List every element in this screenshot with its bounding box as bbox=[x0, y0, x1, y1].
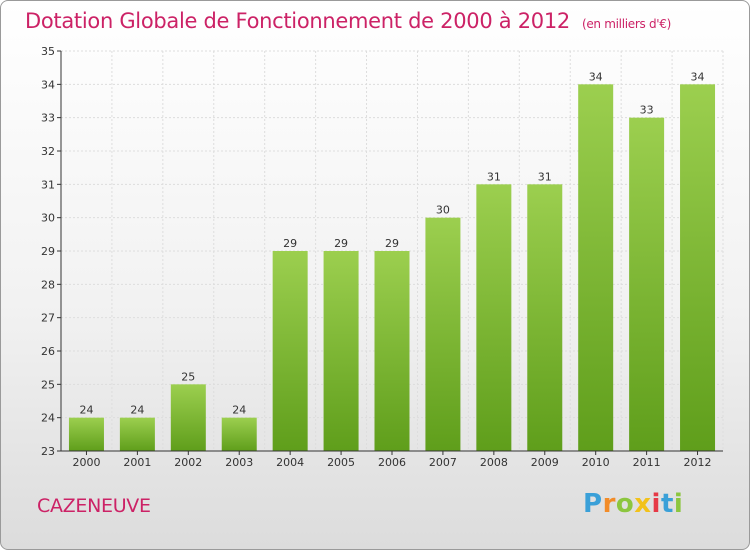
x-tick-label: 2001 bbox=[123, 456, 151, 469]
bar bbox=[425, 217, 461, 451]
x-tick-label: 2009 bbox=[531, 456, 559, 469]
data-label: 29 bbox=[334, 237, 348, 250]
y-tick-label: 28 bbox=[41, 278, 55, 291]
x-tick-label: 2006 bbox=[378, 456, 406, 469]
data-label: 30 bbox=[436, 204, 450, 217]
bar bbox=[527, 184, 563, 452]
logo-letter: o bbox=[615, 489, 635, 519]
x-tick-label: 2005 bbox=[327, 456, 355, 469]
logo-letter: t bbox=[660, 489, 674, 519]
bar bbox=[374, 251, 410, 451]
bar bbox=[629, 117, 665, 452]
chart-title-block: Dotation Globale de Fonctionnement de 20… bbox=[25, 9, 671, 33]
y-tick-label: 24 bbox=[41, 412, 55, 425]
data-label: 34 bbox=[691, 70, 705, 83]
data-label: 31 bbox=[538, 170, 552, 183]
bar bbox=[578, 84, 614, 451]
bar bbox=[119, 417, 155, 451]
bar bbox=[272, 251, 308, 451]
data-label: 33 bbox=[640, 104, 654, 117]
axes: 23 24 25 26 27 28 29 30 31 32 33 34 35 2000 2001 2002 20… bbox=[41, 45, 723, 469]
x-tick-label: 2008 bbox=[480, 456, 508, 469]
x-tick-label: 2011 bbox=[633, 456, 661, 469]
bar bbox=[68, 417, 104, 451]
x-tick-label: 2002 bbox=[174, 456, 202, 469]
town-name: CAZENEUVE bbox=[37, 495, 151, 517]
x-tick-label: 2004 bbox=[276, 456, 304, 469]
y-tick-label: 29 bbox=[41, 245, 55, 258]
y-tick-label: 33 bbox=[41, 112, 55, 125]
bar bbox=[170, 384, 206, 451]
data-label: 31 bbox=[487, 170, 501, 183]
bar-chart: 23 24 25 26 27 28 29 30 31 32 33 34 35 2000 2001 2002 20… bbox=[41, 45, 724, 469]
proxiti-logo: Proxiti bbox=[583, 489, 683, 519]
bar bbox=[323, 251, 359, 451]
x-tick-label: 2007 bbox=[429, 456, 457, 469]
bar bbox=[476, 184, 512, 452]
data-label: 29 bbox=[385, 237, 399, 250]
y-tick-label: 27 bbox=[41, 312, 55, 325]
chart-title: Dotation Globale de Fonctionnement de 20… bbox=[25, 9, 570, 33]
data-label: 29 bbox=[283, 237, 297, 250]
y-tick-label: 32 bbox=[41, 145, 55, 158]
x-tick-label: 2003 bbox=[225, 456, 253, 469]
x-tick-label: 2000 bbox=[72, 456, 100, 469]
logo-letter: x bbox=[634, 489, 652, 519]
x-tick-label: 2012 bbox=[684, 456, 712, 469]
data-label: 25 bbox=[181, 370, 195, 383]
y-tick-label: 30 bbox=[41, 212, 55, 225]
data-labels: 24 24 25 24 29 29 29 30 31 31 34 33 34 bbox=[79, 70, 704, 416]
data-label: 34 bbox=[589, 70, 603, 83]
bar bbox=[680, 84, 716, 451]
data-label: 24 bbox=[130, 404, 144, 417]
y-tick-label: 26 bbox=[41, 345, 55, 358]
logo-letter: P bbox=[583, 489, 603, 519]
bar bbox=[221, 417, 257, 451]
logo-letter: r bbox=[602, 489, 616, 519]
data-label: 24 bbox=[232, 404, 246, 417]
bars bbox=[68, 84, 716, 452]
logo-letter: i bbox=[673, 489, 684, 519]
data-label: 24 bbox=[79, 404, 93, 417]
y-tick-label: 23 bbox=[41, 445, 55, 458]
x-tick-label: 2010 bbox=[582, 456, 610, 469]
y-tick-label: 34 bbox=[41, 78, 55, 91]
logo-letter: i bbox=[651, 489, 661, 519]
y-tick-label: 35 bbox=[41, 45, 55, 58]
chart-subtitle: (en milliers d'€) bbox=[581, 17, 671, 31]
y-tick-label: 31 bbox=[41, 178, 55, 191]
y-tick-label: 25 bbox=[41, 378, 55, 391]
